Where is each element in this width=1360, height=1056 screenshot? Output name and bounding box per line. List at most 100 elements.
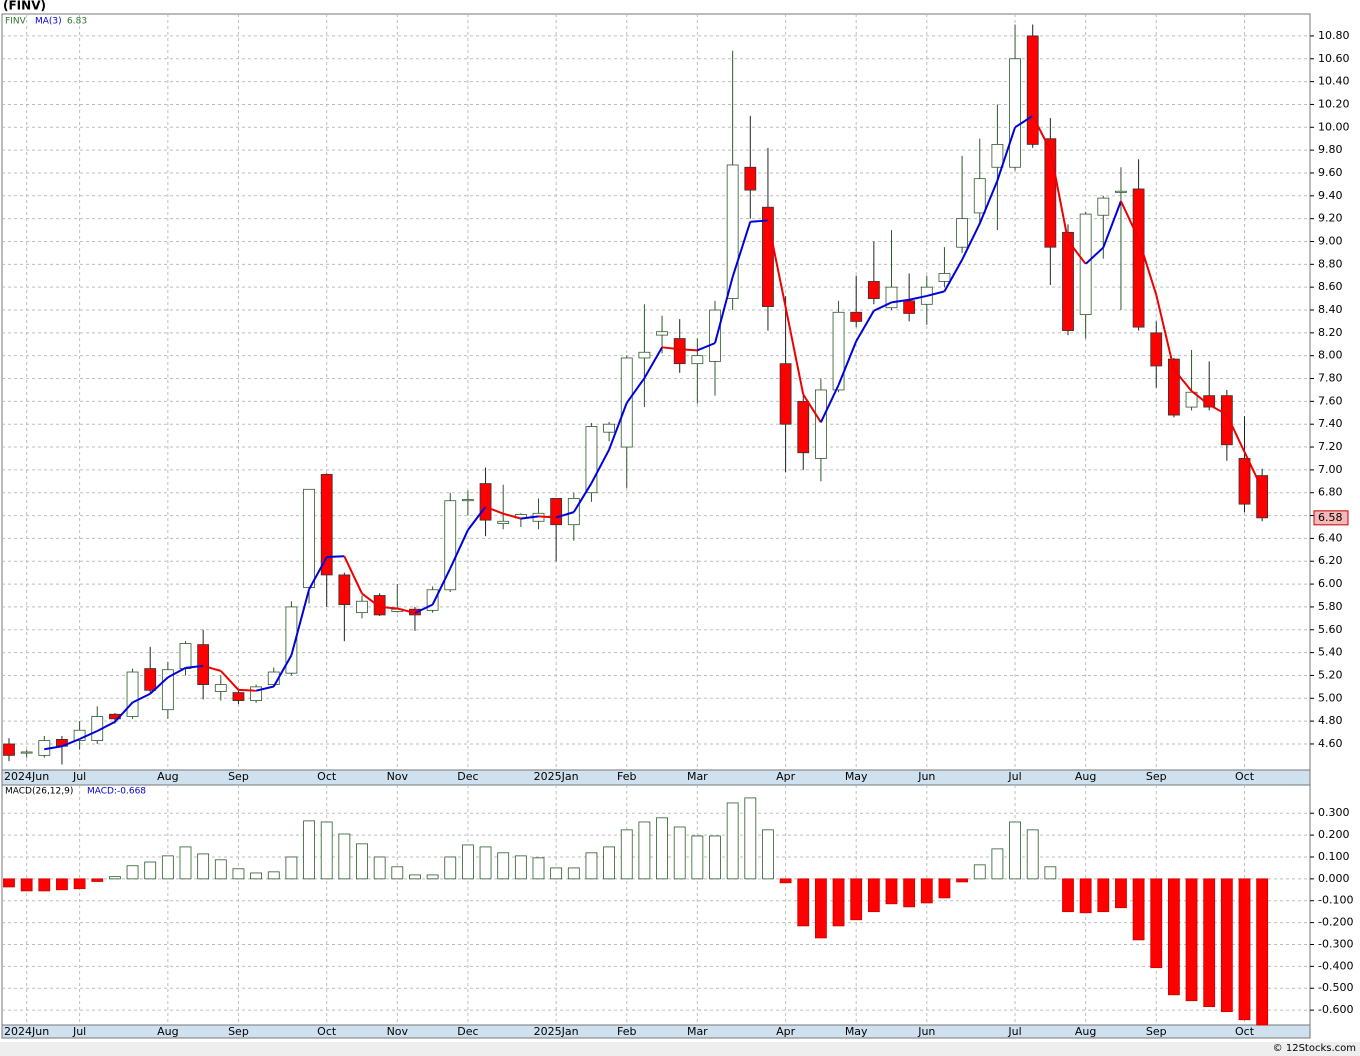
- ma-segment: [185, 664, 204, 669]
- candle-body: [832, 311, 845, 391]
- last-price-box: [1313, 510, 1349, 526]
- marks: [3, 24, 1269, 1026]
- y-tick-label: 9.60: [1318, 166, 1343, 179]
- x-tick-label: Jul: [1007, 1025, 1021, 1038]
- macd-bar: [479, 846, 492, 880]
- y-tick-label: 4.60: [1318, 737, 1343, 750]
- macd-bar: [603, 846, 615, 880]
- ma-segment: [837, 340, 858, 386]
- ma-segment: [625, 377, 646, 404]
- ma-segment: [696, 342, 716, 352]
- legend-ma-value: 6.83: [67, 17, 87, 27]
- ma-segment: [326, 555, 345, 559]
- macd-bar: [656, 817, 668, 880]
- x-tick-label: Oct: [1235, 770, 1255, 783]
- date-strip: [1, 1024, 1311, 1039]
- y-tick-label: 0.000: [1318, 872, 1350, 885]
- ma-segment: [431, 568, 452, 606]
- x-tick-label: Apr: [776, 770, 796, 783]
- y-tick-label: 0.100: [1318, 850, 1350, 863]
- candle-body: [709, 309, 721, 362]
- y-tick-label: -0.500: [1318, 981, 1353, 994]
- y-tick-label: 6.80: [1318, 486, 1343, 499]
- candle-body: [461, 499, 474, 502]
- macd-bar: [91, 878, 104, 882]
- macd-panel: [1, 784, 1311, 1026]
- macd-bar: [1079, 878, 1092, 914]
- y-tick-label: 4.80: [1318, 714, 1343, 727]
- candle-body: [250, 686, 263, 701]
- macd-bar: [1062, 878, 1074, 913]
- candle-body: [232, 692, 245, 701]
- macd-bar: [673, 826, 686, 880]
- macd-bar: [214, 859, 227, 880]
- macd-bar: [1203, 878, 1216, 1008]
- candle-body: [797, 400, 810, 454]
- macd-bar: [514, 855, 527, 880]
- ma-segment: [661, 346, 680, 351]
- x-tick-label: Sep: [228, 770, 249, 783]
- macd-bar: [56, 878, 68, 891]
- candle-body: [444, 500, 457, 591]
- macd-bar: [461, 844, 474, 880]
- legend-macd: MACD(26,12,9): [5, 787, 73, 797]
- ma-segment: [1102, 200, 1122, 248]
- x-tick-label: 2025Jan: [534, 770, 579, 783]
- macd-bar: [550, 867, 563, 880]
- macd-bar: [832, 878, 845, 927]
- ma-segment: [538, 515, 557, 519]
- x-tick-label: Sep: [228, 1025, 249, 1038]
- y-tick-label: 8.60: [1318, 280, 1343, 293]
- candle-body: [20, 751, 33, 754]
- ma-segment: [202, 664, 222, 672]
- candle-body: [691, 355, 704, 365]
- x-tick-label: Jun: [917, 1025, 935, 1038]
- y-tick-label: 0.200: [1318, 828, 1350, 841]
- macd-bar: [1115, 878, 1127, 909]
- ma-segment: [238, 688, 257, 692]
- candle-body: [1044, 138, 1057, 248]
- macd-bar: [73, 878, 86, 890]
- y-tick-label: 7.20: [1318, 440, 1343, 453]
- ma-segment: [96, 720, 116, 732]
- macd-bar: [1044, 866, 1057, 880]
- y-tick-label: 7.40: [1318, 417, 1343, 430]
- candle-body: [991, 144, 1004, 168]
- ma-segment: [114, 701, 134, 723]
- ma-segment: [1173, 368, 1193, 392]
- ma-segment: [361, 592, 381, 608]
- x-tick-label: Dec: [457, 770, 478, 783]
- y-tick-label: 9.00: [1318, 234, 1343, 247]
- macd-bar: [620, 829, 633, 880]
- x-tick-label: Mar: [687, 1025, 708, 1038]
- y-tick-label: 10.80: [1318, 29, 1350, 42]
- y-tick-label: -0.600: [1318, 1003, 1353, 1016]
- candle-body: [197, 644, 210, 685]
- macd-bar: [126, 865, 139, 880]
- macd-bar: [991, 848, 1004, 880]
- x-tick-label: 2025Jan: [534, 1025, 579, 1038]
- macd-bar: [338, 833, 351, 880]
- candle-body: [938, 273, 951, 282]
- candle-body: [179, 643, 192, 669]
- ma-segment: [855, 310, 875, 342]
- x-tick-label: Jun: [917, 770, 935, 783]
- legend-symbol: FINV: [5, 17, 27, 27]
- candle-body: [850, 311, 863, 322]
- candle-body: [1256, 475, 1269, 519]
- x-tick-label: Nov: [387, 1025, 409, 1038]
- macd-bar: [1097, 878, 1110, 913]
- copyright: © 12Stocks.com: [1273, 1043, 1356, 1054]
- macd-bar: [497, 852, 510, 880]
- ma-segment: [766, 220, 787, 308]
- x-tick-label: Oct: [1235, 1025, 1255, 1038]
- macd-bar: [903, 878, 916, 908]
- macd-bar: [373, 856, 386, 880]
- macd-bar: [709, 835, 721, 880]
- macd-bar: [391, 866, 404, 880]
- ma-segment: [1155, 294, 1175, 370]
- candle-body: [303, 488, 315, 588]
- macd-bar: [3, 878, 15, 888]
- candle-body: [161, 669, 174, 711]
- y-tick-label: 5.00: [1318, 691, 1343, 704]
